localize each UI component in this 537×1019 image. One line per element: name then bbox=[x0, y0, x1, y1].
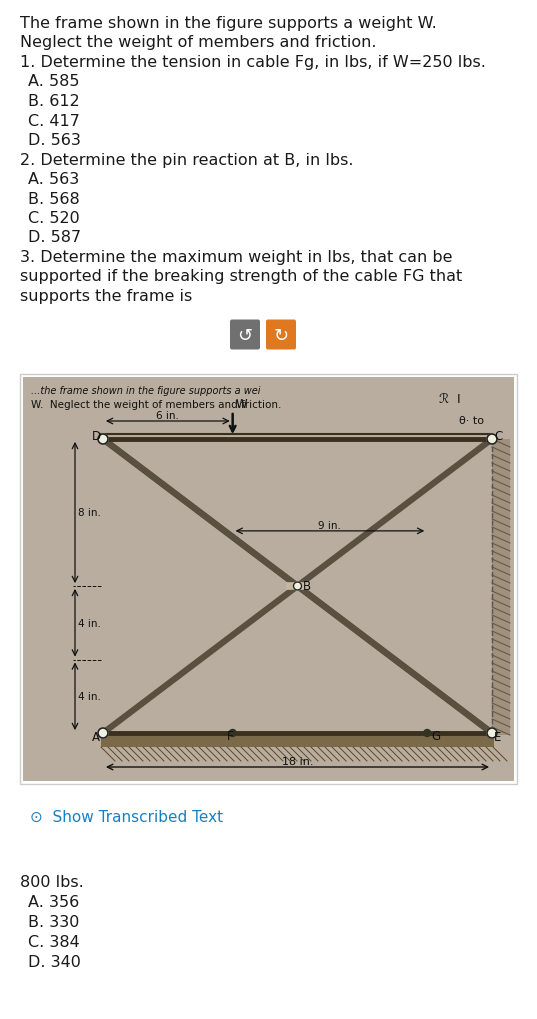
Text: 18 in.: 18 in. bbox=[282, 756, 313, 766]
Text: D: D bbox=[92, 430, 101, 442]
Text: D. 563: D. 563 bbox=[28, 132, 81, 148]
Circle shape bbox=[98, 434, 108, 444]
Text: D. 340: D. 340 bbox=[28, 954, 81, 969]
Text: A. 563: A. 563 bbox=[28, 172, 79, 186]
Text: 6 in.: 6 in. bbox=[156, 411, 179, 421]
Text: G: G bbox=[431, 730, 440, 742]
Text: B. 612: B. 612 bbox=[28, 94, 80, 109]
Text: 3. Determine the maximum weight in lbs, that can be: 3. Determine the maximum weight in lbs, … bbox=[20, 250, 453, 265]
Text: Neglect the weight of members and friction.: Neglect the weight of members and fricti… bbox=[20, 36, 376, 51]
Text: B. 330: B. 330 bbox=[28, 914, 79, 929]
Text: supports the frame is: supports the frame is bbox=[20, 288, 192, 304]
Circle shape bbox=[294, 583, 301, 590]
Text: E: E bbox=[494, 731, 502, 743]
Text: 800 lbs.: 800 lbs. bbox=[20, 874, 84, 890]
Text: 2. Determine the pin reaction at B, in lbs.: 2. Determine the pin reaction at B, in l… bbox=[20, 153, 353, 167]
Text: ℛ  I: ℛ I bbox=[439, 392, 461, 406]
Text: D. 587: D. 587 bbox=[28, 230, 81, 246]
Text: supported if the breaking strength of the cable FG that: supported if the breaking strength of th… bbox=[20, 269, 462, 284]
Text: B: B bbox=[302, 580, 310, 593]
Circle shape bbox=[487, 434, 497, 444]
Text: The frame shown in the figure supports a weight W.: The frame shown in the figure supports a… bbox=[20, 16, 437, 31]
Bar bbox=[20, 375, 517, 785]
Text: A: A bbox=[92, 731, 100, 743]
Bar bbox=[492, 439, 510, 736]
Text: ↺: ↺ bbox=[237, 326, 252, 344]
Circle shape bbox=[424, 730, 431, 737]
Text: W: W bbox=[236, 397, 248, 411]
Text: C. 417: C. 417 bbox=[28, 113, 80, 128]
Text: 8 in.: 8 in. bbox=[78, 508, 101, 518]
FancyBboxPatch shape bbox=[266, 320, 296, 351]
Text: C. 384: C. 384 bbox=[28, 934, 80, 949]
Text: C. 520: C. 520 bbox=[28, 211, 80, 226]
Text: 9 in.: 9 in. bbox=[318, 521, 342, 530]
Text: B. 568: B. 568 bbox=[28, 192, 80, 206]
Text: ⊙  Show Transcribed Text: ⊙ Show Transcribed Text bbox=[30, 809, 223, 824]
Text: θ· to: θ· to bbox=[459, 416, 484, 426]
Text: W.  Neglect the weight of members and friction.: W. Neglect the weight of members and fri… bbox=[31, 399, 281, 410]
Circle shape bbox=[229, 730, 236, 737]
Circle shape bbox=[98, 729, 108, 739]
Text: A. 356: A. 356 bbox=[28, 894, 79, 909]
Text: ...the frame shown in the figure supports a wei: ...the frame shown in the figure support… bbox=[31, 385, 260, 395]
Text: 4 in.: 4 in. bbox=[78, 619, 101, 628]
Text: F: F bbox=[227, 730, 234, 742]
Text: A. 585: A. 585 bbox=[28, 74, 79, 90]
Text: C: C bbox=[494, 430, 502, 442]
Circle shape bbox=[487, 729, 497, 739]
Bar bbox=[23, 378, 514, 782]
Bar bbox=[101, 734, 494, 747]
FancyBboxPatch shape bbox=[230, 320, 260, 351]
Text: ↻: ↻ bbox=[273, 326, 288, 344]
Text: 4 in.: 4 in. bbox=[78, 692, 101, 701]
Text: 1. Determine the tension in cable Fg, in lbs, if W=250 lbs.: 1. Determine the tension in cable Fg, in… bbox=[20, 55, 486, 70]
